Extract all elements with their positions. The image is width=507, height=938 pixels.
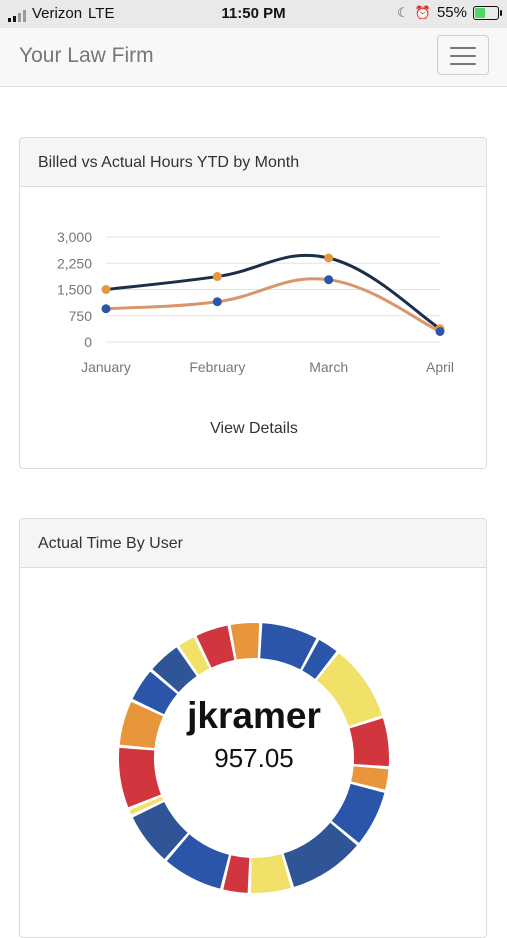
alarm-icon: ⏰ <box>414 4 431 20</box>
billed-hours-title: Billed vs Actual Hours YTD by Month <box>20 138 486 187</box>
data-point <box>101 304 111 314</box>
donut-segment[interactable] <box>119 747 161 808</box>
x-tick-label: March <box>309 359 348 375</box>
selected-user-name: jkramer <box>187 695 321 736</box>
donut-segment[interactable] <box>196 625 235 668</box>
donut-segment[interactable] <box>179 637 210 675</box>
y-tick-label: 1,500 <box>57 282 92 298</box>
series-line-2 <box>105 277 441 333</box>
view-details-link[interactable]: View Details <box>210 420 298 437</box>
donut-segment[interactable] <box>331 783 385 843</box>
billed-hours-chart: 3,000 2,250 1,500 750 0 January February March A… <box>57 229 454 375</box>
series-line-1 <box>105 253 441 330</box>
donut-segment[interactable] <box>132 671 178 715</box>
donut-segment[interactable] <box>302 639 337 679</box>
data-point <box>324 253 334 263</box>
time-by-user-donut <box>119 623 389 893</box>
time-by-user-title: Actual Time By User <box>20 519 486 568</box>
y-tick-label: 0 <box>84 334 92 350</box>
brand-link[interactable]: Your Law Firm <box>19 44 154 67</box>
y-tick-label: 3,000 <box>57 229 92 245</box>
selected-user-value: 957.05 <box>214 743 294 773</box>
network-label: LTE <box>88 5 115 22</box>
x-tick-label: February <box>189 359 245 375</box>
battery-percent: 55% <box>436 4 467 21</box>
signal-icon <box>8 10 26 22</box>
y-tick-label: 750 <box>69 308 93 324</box>
donut-segment[interactable] <box>223 855 250 893</box>
data-point <box>212 272 222 282</box>
donut-segment[interactable] <box>129 796 164 815</box>
hamburger-icon <box>450 47 476 49</box>
donut-segment[interactable] <box>349 718 389 767</box>
time-by-user-panel: Actual Time By User jkramer 957.05 <box>19 518 487 938</box>
battery-icon <box>473 5 502 20</box>
carrier-label: Verizon <box>32 5 83 22</box>
donut-segment[interactable] <box>260 623 317 670</box>
moon-icon: ☾ <box>397 4 409 20</box>
donut-segment[interactable] <box>152 647 197 693</box>
donut-segment[interactable] <box>250 854 291 893</box>
donut-segment[interactable] <box>132 802 188 859</box>
donut-segment[interactable] <box>230 623 260 660</box>
clock: 11:50 PM <box>221 5 286 22</box>
status-left: Verizon LTE <box>8 5 114 22</box>
data-point <box>324 275 334 285</box>
data-point <box>212 297 222 307</box>
data-point <box>435 327 445 336</box>
y-tick-label: 2,250 <box>57 255 92 271</box>
navbar: Your Law Firm <box>0 28 507 87</box>
billed-hours-panel: Billed vs Actual Hours YTD by Month 3,00… <box>19 137 487 469</box>
status-right: ☾ ⏰ 55% <box>397 4 502 21</box>
donut-segment[interactable] <box>119 701 164 749</box>
x-tick-label: January <box>81 359 131 375</box>
donut-segment[interactable] <box>283 822 357 887</box>
data-point <box>101 285 111 294</box>
menu-toggle-button[interactable] <box>437 35 489 75</box>
status-bar: Verizon LTE 11:50 PM ☾ ⏰ 55% <box>0 0 507 28</box>
x-tick-label: April <box>426 359 454 375</box>
donut-segment[interactable] <box>316 653 383 727</box>
donut-segment[interactable] <box>166 834 229 889</box>
donut-segment[interactable] <box>351 766 389 790</box>
